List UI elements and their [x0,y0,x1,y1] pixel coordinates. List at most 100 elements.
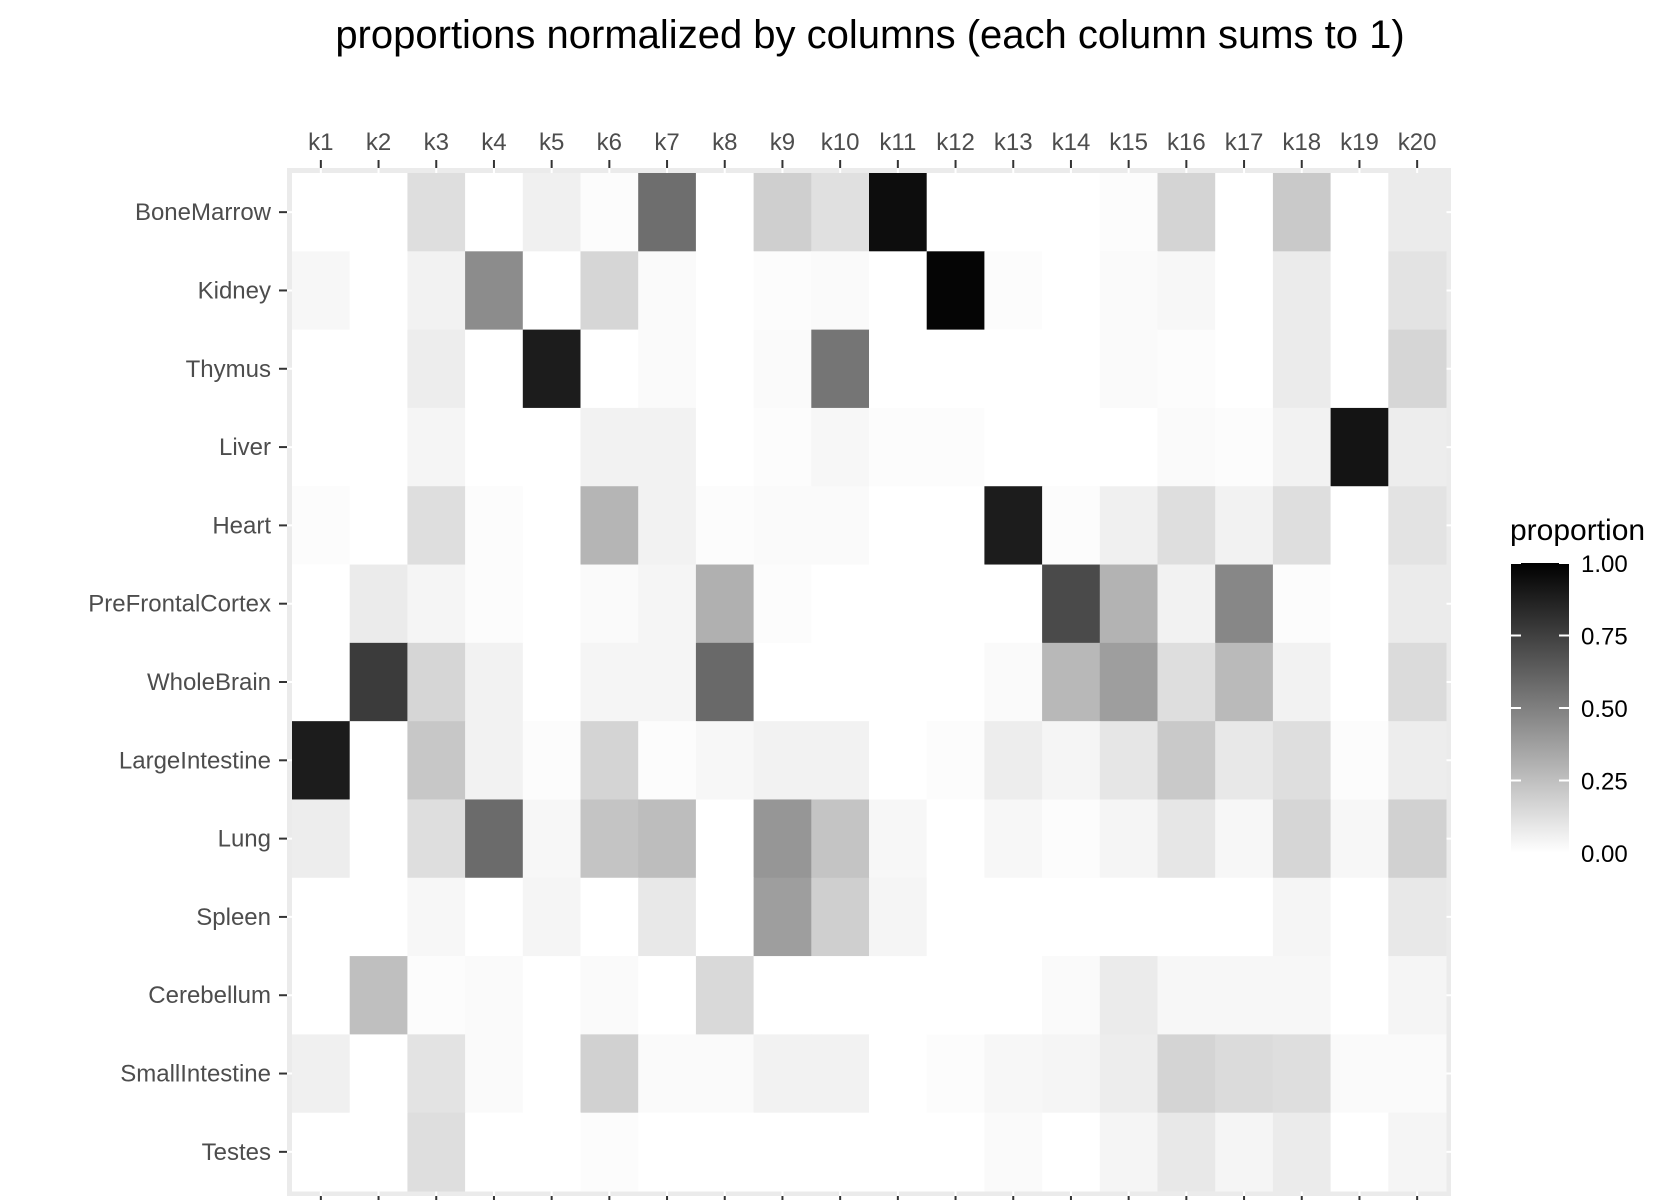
heatmap-cell-Kidney-k18 [1272,251,1332,331]
heatmap-cell-Thymus-k4 [465,329,524,409]
heatmap-cell-Spleen-k13 [984,877,1043,957]
y-tick-label: BoneMarrow [135,199,272,226]
heatmap-cell-Cerebellum-k3 [407,956,466,1035]
heatmap-cell-BoneMarrow-k12 [926,173,985,252]
heatmap-cell-Kidney-k20 [1388,251,1447,331]
x-tick-label: k13 [994,129,1033,156]
heatmap-cell-Testes-k1 [292,1112,351,1192]
heatmap-cell-Heart-k9 [753,486,812,566]
heatmap-cell-BoneMarrow-k17 [1215,173,1274,252]
heatmap-cell-Cerebellum-k8 [695,956,755,1035]
heatmap-cell-Thymus-k19 [1330,329,1389,409]
x-tick-label: k20 [1398,129,1437,156]
heatmap-cell-Spleen-k15 [1099,877,1158,957]
y-tick-label: Cerebellum [148,982,271,1009]
heatmap-cell-Testes-k7 [638,1112,697,1192]
heatmap-cell-SmallIntestine-k15 [1099,1034,1158,1114]
heatmap-cell-Liver-k8 [695,407,755,487]
heatmap-cell-Lung-k7 [638,799,697,879]
heatmap-cell-SmallIntestine-k14 [1042,1034,1101,1114]
heatmap-cell-BoneMarrow-k3 [407,173,466,252]
heatmap-cell-PreFrontalCortex-k13 [984,564,1043,644]
heatmap-cell-PreFrontalCortex-k4 [465,564,524,644]
heatmap-cell-Lung-k16 [1157,799,1216,879]
y-axis: BoneMarrow Kidney Thymus Liver Heart PreFront… [88,199,287,1166]
heatmap-cell-Thymus-k20 [1388,329,1447,409]
heatmap-cell-Spleen-k4 [465,877,524,957]
heatmap-cell-PreFrontalCortex-k2 [349,564,408,644]
heatmap-cell-PreFrontalCortex-k10 [811,564,870,644]
heatmap-cell-WholeBrain-k19 [1330,642,1389,722]
heatmap-cell-Kidney-k16 [1157,251,1216,331]
heatmap-cell-SmallIntestine-k19 [1330,1034,1389,1114]
y-tick-label: PreFrontalCortex [88,591,271,618]
heatmap-cell-Thymus-k10 [811,329,870,409]
heatmap-cell-SmallIntestine-k16 [1157,1034,1216,1114]
heatmap-cell-Kidney-k13 [984,251,1043,331]
heatmap-cell-Liver-k13 [984,407,1043,487]
x-tick-label: k8 [712,129,737,156]
heatmap-cell-LargeIntestine-k12 [926,721,985,800]
x-tick-label: k3 [424,129,449,156]
heatmap-cell-LargeIntestine-k16 [1157,721,1216,800]
heatmap-cell-SmallIntestine-k2 [349,1034,408,1114]
heatmap-cell-Testes-k4 [465,1112,524,1192]
heatmap-cell-Heart-k1 [292,486,351,566]
x-tick-label: k2 [366,129,391,156]
heatmap-cell-Liver-k15 [1099,407,1158,487]
heatmap-cell-Thymus-k7 [638,329,697,409]
heatmap-cell-WholeBrain-k9 [753,642,812,722]
heatmap-cell-LargeIntestine-k5 [522,721,581,800]
heatmap-cell-Testes-k14 [1042,1112,1101,1192]
legend: proportion 1.00 0.75 0.50 0.25 0.00 [1510,514,1645,868]
heatmap-cell-Spleen-k10 [811,877,870,957]
heatmap-cell-Liver-k19 [1330,407,1389,487]
heatmap-cell-Spleen-k7 [638,877,697,957]
heatmap-cell-Heart-k10 [811,486,870,566]
heatmap-cell-Testes-k8 [695,1112,755,1192]
heatmap-cell-Liver-k18 [1272,407,1332,487]
x-tick-label: k10 [821,129,860,156]
heatmap-cell-Thymus-k6 [580,329,639,409]
heatmap-cell-BoneMarrow-k20 [1388,173,1447,252]
heatmap-cell-BoneMarrow-k9 [753,173,812,252]
x-tick-label: k4 [481,129,506,156]
y-tick-label: Heart [212,512,271,539]
heatmap-cell-WholeBrain-k18 [1272,642,1332,722]
heatmap-cell-WholeBrain-k3 [407,642,466,722]
heatmap-cell-Heart-k14 [1042,486,1101,566]
heatmap-cell-Cerebellum-k15 [1099,956,1158,1035]
heatmap-cell-SmallIntestine-k12 [926,1034,985,1114]
heatmap-cell-Kidney-k19 [1330,251,1389,331]
heatmap-cell-Liver-k3 [407,407,466,487]
heatmap-cell-LargeIntestine-k10 [811,721,870,800]
heatmap-cell-Testes-k6 [580,1112,639,1192]
heatmap-cell-BoneMarrow-k16 [1157,173,1216,252]
heatmap-cell-Cerebellum-k9 [753,956,812,1035]
x-tick-label: k16 [1167,129,1206,156]
heatmap-cell-BoneMarrow-k7 [638,173,697,252]
heatmap-cell-Kidney-k11 [869,251,928,331]
heatmap-cell-Lung-k12 [926,799,985,879]
heatmap-cell-Liver-k5 [522,407,581,487]
x-axis: k1 k2 k3 k4 k5 k6 k7 k8 k9 k10 k11 k12 k13 k14 k15 k16 k… [308,129,1437,1200]
heatmap-cell-Spleen-k17 [1215,877,1274,957]
heatmap-cell-SmallIntestine-k11 [869,1034,928,1114]
heatmap-cell-Heart-k12 [926,486,985,566]
heatmap-cell-LargeIntestine-k15 [1099,721,1158,800]
heatmap-cell-LargeIntestine-k9 [753,721,812,800]
heatmap-cell-Kidney-k9 [753,251,812,331]
heatmap-cell-Heart-k11 [869,486,928,566]
heatmap-cell-WholeBrain-k20 [1388,642,1447,722]
heatmap-cell-Kidney-k14 [1042,251,1101,331]
heatmap-cell-Heart-k6 [580,486,639,566]
heatmap-cell-Heart-k18 [1272,486,1332,566]
heatmap-cell-Liver-k14 [1042,407,1101,487]
heatmap-cell-LargeIntestine-k6 [580,721,639,800]
heatmap-cell-LargeIntestine-k7 [638,721,697,800]
heatmap-cell-Testes-k12 [926,1112,985,1192]
heatmap-cell-Liver-k12 [926,407,985,487]
heatmap-cell-Lung-k19 [1330,799,1389,879]
heatmap-cell-Cerebellum-k6 [580,956,639,1035]
heatmap-cell-BoneMarrow-k8 [695,173,755,252]
